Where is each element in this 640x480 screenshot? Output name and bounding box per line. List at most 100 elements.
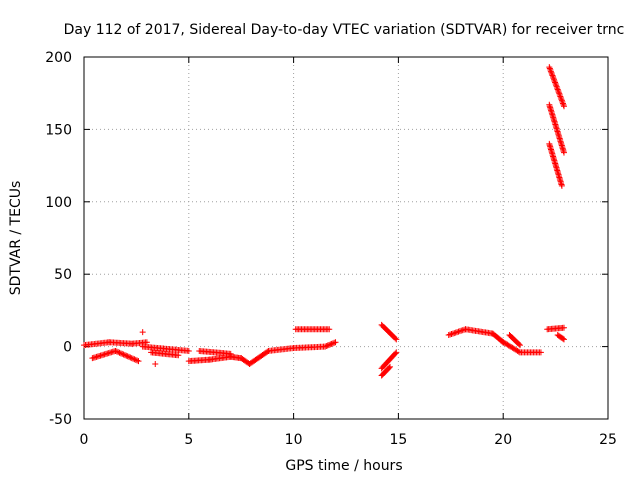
- data-point: [326, 326, 333, 333]
- data-point: [120, 351, 127, 358]
- data-points: [81, 64, 567, 379]
- data-point: [131, 356, 138, 363]
- data-point: [549, 73, 556, 80]
- data-point: [560, 149, 567, 156]
- data-point: [322, 343, 329, 350]
- data-point: [128, 355, 135, 362]
- x-tick-label: 15: [389, 432, 407, 448]
- data-point: [115, 349, 122, 356]
- data-point: [546, 64, 553, 71]
- data-point: [515, 348, 522, 355]
- data-point: [551, 76, 558, 83]
- axis-ticks: [83, 56, 609, 420]
- y-tick-label: 100: [45, 195, 72, 211]
- data-point: [560, 101, 567, 108]
- data-point: [556, 92, 563, 99]
- y-tick-label: -50: [49, 412, 72, 428]
- data-point: [554, 86, 561, 93]
- x-tick-label: 10: [285, 432, 303, 448]
- data-point: [560, 103, 567, 110]
- y-tick-labels: -50 0 50 100 150 200: [45, 50, 72, 428]
- data-point: [324, 342, 331, 349]
- data-point: [387, 363, 394, 370]
- data-point: [392, 335, 399, 342]
- data-point: [121, 352, 128, 359]
- data-point: [557, 94, 564, 101]
- x-tick-label: 20: [494, 432, 512, 448]
- x-axis-label: GPS time / hours: [285, 458, 402, 474]
- data-point: [113, 348, 120, 355]
- data-point: [560, 336, 567, 343]
- data-point: [332, 339, 339, 346]
- data-point: [328, 340, 335, 347]
- x-tick-label: 5: [184, 432, 193, 448]
- chart-title: Day 112 of 2017, Sidereal Day-to-day VTE…: [64, 22, 625, 38]
- y-axis-label: SDTVAR / TECUs: [8, 181, 24, 296]
- data-point: [559, 335, 566, 342]
- data-point: [227, 350, 234, 357]
- x-tick-label: 0: [80, 432, 89, 448]
- data-point: [175, 352, 182, 359]
- data-point: [112, 347, 119, 354]
- data-point: [547, 66, 554, 73]
- data-point: [558, 96, 565, 103]
- plot-frame: [83, 56, 609, 420]
- data-point: [323, 343, 330, 350]
- data-point: [515, 341, 522, 348]
- y-tick-label: 50: [54, 267, 72, 283]
- data-point: [116, 349, 123, 356]
- x-tick-label: 25: [599, 432, 617, 448]
- data-point: [552, 80, 559, 87]
- y-tick-label: 200: [45, 50, 72, 66]
- data-point: [557, 93, 564, 100]
- data-point: [537, 349, 544, 356]
- data-point: [546, 65, 553, 72]
- data-point: [550, 75, 557, 82]
- data-point: [152, 360, 159, 367]
- data-point: [558, 182, 565, 189]
- data-point: [139, 329, 146, 336]
- data-point: [558, 97, 565, 104]
- data-point: [123, 352, 130, 359]
- data-point: [548, 71, 555, 78]
- data-point: [559, 99, 566, 106]
- data-point: [556, 90, 563, 97]
- data-point: [549, 72, 556, 79]
- data-point: [555, 87, 562, 94]
- data-point: [127, 354, 134, 361]
- data-point: [392, 350, 399, 357]
- data-point: [386, 364, 393, 371]
- data-point: [559, 100, 566, 107]
- data-point: [554, 85, 561, 92]
- data-point: [132, 356, 139, 363]
- data-point: [331, 339, 338, 346]
- data-point: [516, 342, 523, 349]
- y-tick-label: 150: [45, 122, 72, 138]
- data-point: [124, 353, 131, 360]
- data-point: [552, 79, 559, 86]
- data-point: [117, 350, 124, 357]
- data-point: [135, 358, 142, 365]
- data-point: [547, 68, 554, 75]
- data-point: [548, 69, 555, 76]
- data-point: [329, 340, 336, 347]
- data-point: [393, 349, 400, 356]
- y-tick-label: 0: [63, 340, 72, 356]
- data-point: [134, 357, 141, 364]
- data-point: [560, 324, 567, 331]
- x-tick-labels: 0 5 10 15 20 25: [80, 432, 617, 448]
- data-point: [553, 83, 560, 90]
- data-point: [553, 82, 560, 89]
- data-point: [119, 350, 126, 357]
- grid: [84, 57, 608, 419]
- data-point: [551, 78, 558, 85]
- data-point: [126, 353, 133, 360]
- data-point: [327, 341, 334, 348]
- data-point: [393, 336, 400, 343]
- data-point: [555, 89, 562, 96]
- data-point: [264, 348, 271, 355]
- data-point: [185, 347, 192, 354]
- data-point: [130, 355, 137, 362]
- data-point: [325, 341, 332, 348]
